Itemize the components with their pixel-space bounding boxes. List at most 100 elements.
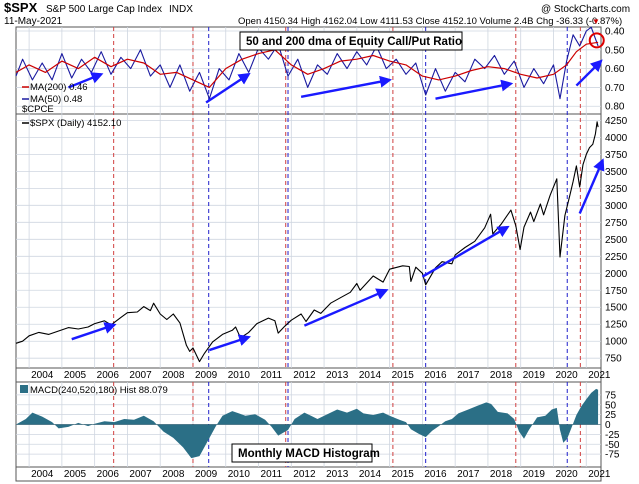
legend-spx: $SPX (Daily) 4152.10 — [30, 118, 121, 129]
price-panel-frame — [15, 113, 602, 369]
xtick-label-upper: 2018 — [490, 370, 513, 381]
price-trend-arrow — [208, 334, 251, 352]
xtick-label-lower: 2016 — [424, 469, 447, 480]
xtick-label-upper: 2014 — [359, 370, 382, 381]
xtick-label-lower: 2015 — [392, 469, 415, 480]
xtick-label-upper: 2012 — [293, 370, 316, 381]
xtick-label-upper: 2007 — [129, 370, 152, 381]
price-ytick-label: 3000 — [605, 201, 628, 212]
xtick-label-lower: 2019 — [523, 469, 546, 480]
macd-legend: MACD(240,520,180) Hist 88.079 — [20, 385, 168, 396]
xtick-label-upper: 2021 — [588, 370, 611, 381]
price-ytick-label: 2750 — [605, 218, 628, 229]
xtick-label-upper: 2006 — [97, 370, 120, 381]
ratio-legend: MA(200) 0.46 MA(50) 0.48 $CPCE — [22, 82, 88, 115]
macd-annotation: Monthly MACD Histogram — [231, 443, 380, 463]
price-ytick-label: 750 — [605, 354, 622, 365]
price-ytick-label: 2500 — [605, 235, 628, 246]
vertical-markers — [113, 27, 581, 467]
ratio-annotation-text: 50 and 200 dma of Equity Call/Put Ratio — [246, 36, 462, 48]
xtick-label-lower: 2008 — [162, 469, 185, 480]
price-ytick-label: 1500 — [605, 303, 628, 314]
trend-arrows — [67, 32, 605, 352]
xtick-label-upper: 2017 — [457, 370, 480, 381]
ratio-trend-arrow — [67, 72, 104, 89]
xaxis-strip-lower — [15, 466, 602, 482]
price-ytick-label: 1250 — [605, 320, 628, 331]
highlight-circle — [588, 32, 605, 49]
ratio-ytick-label: 0.50 — [605, 45, 625, 56]
macd-ytick-label: -25 — [605, 430, 620, 441]
macd-ytick-label: 50 — [605, 400, 617, 411]
axis-ticks: 0.40 0.50 0.60 0.70 0.80 750 1000 1250 1500 1750 2… — [31, 27, 628, 481]
series-layer — [15, 26, 601, 459]
price-ytick-label: 3750 — [605, 150, 628, 161]
exchange-label: INDX — [169, 4, 193, 15]
price-ytick-label: 3250 — [605, 184, 628, 195]
xtick-label-lower: 2005 — [64, 469, 87, 480]
macd-ytick-label: 25 — [605, 410, 617, 421]
xtick-label-upper: 2013 — [326, 370, 349, 381]
ratio-ytick-label: 0.70 — [605, 83, 625, 94]
macd-annotation-text: Monthly MACD Histogram — [238, 448, 380, 460]
index-name: S&P 500 Large Cap Index — [46, 4, 162, 15]
price-trend-arrow — [421, 225, 510, 278]
macd-ytick-label: -50 — [605, 440, 620, 451]
price-ytick-label: 2000 — [605, 269, 628, 280]
xtick-label-upper: 2008 — [162, 370, 185, 381]
xtick-label-lower: 2017 — [457, 469, 480, 480]
change-down-marker: ▼ — [592, 17, 600, 26]
price-ytick-label: 4250 — [605, 116, 628, 127]
ohlc-readout: Open 4150.34 High 4162.04 Low 4111.53 Cl… — [238, 16, 622, 27]
xtick-label-upper: 2010 — [228, 370, 251, 381]
xtick-label-lower: 2004 — [31, 469, 54, 480]
ratio-ytick-label: 0.60 — [605, 64, 625, 75]
macd-ytick-label: -75 — [605, 450, 620, 461]
macd-histogram-area — [16, 388, 599, 459]
xtick-label-upper: 2020 — [555, 370, 578, 381]
xtick-label-upper: 2004 — [31, 370, 54, 381]
ratio-annotation: 50 and 200 dma of Equity Call/Put Ratio — [239, 31, 463, 51]
ratio-ytick-label: 0.80 — [605, 102, 625, 113]
symbol-title: $SPX — [4, 0, 38, 15]
stockcharts-watermark: @ StockCharts.com — [541, 4, 630, 15]
chart-date: 11-May-2021 — [4, 16, 63, 27]
xtick-label-upper: 2019 — [523, 370, 546, 381]
ma200-line — [15, 41, 599, 88]
xtick-label-lower: 2007 — [129, 469, 152, 480]
price-ytick-label: 1750 — [605, 286, 628, 297]
xtick-label-upper: 2011 — [261, 370, 283, 381]
legend-macd: MACD(240,520,180) Hist 88.079 — [30, 385, 168, 396]
xtick-label-lower: 2018 — [490, 469, 513, 480]
xtick-label-lower: 2013 — [326, 469, 349, 480]
price-trend-arrow — [303, 288, 389, 327]
grid-layer — [16, 27, 601, 467]
ratio-trend-arrow — [435, 79, 514, 100]
xtick-label-lower: 2009 — [195, 469, 218, 480]
legend-ma50: MA(50) 0.48 — [30, 94, 82, 105]
ratio-trend-arrow — [575, 59, 603, 87]
xtick-label-upper: 2015 — [392, 370, 415, 381]
xtick-label-lower: 2010 — [228, 469, 251, 480]
ratio-ytick-label: 0.40 — [605, 27, 625, 38]
xtick-label-lower: 2014 — [359, 469, 382, 480]
price-legend: $SPX (Daily) 4152.10 — [22, 118, 121, 129]
xtick-label-lower: 2011 — [261, 469, 283, 480]
ratio-trend-arrow — [300, 75, 392, 99]
price-trend-arrow — [71, 322, 117, 341]
xtick-label-lower: 2006 — [97, 469, 120, 480]
macd-ytick-label: 0 — [605, 420, 611, 431]
xtick-label-upper: 2009 — [195, 370, 218, 381]
xtick-label-lower: 2012 — [293, 469, 316, 480]
price-ytick-label: 1000 — [605, 337, 628, 348]
xtick-label-upper: 2016 — [424, 370, 447, 381]
xtick-label-upper: 2005 — [64, 370, 87, 381]
xtick-label-lower: 2020 — [555, 469, 578, 480]
legend-ma200: MA(200) 0.46 — [30, 82, 88, 93]
xtick-label-lower: 2021 — [588, 469, 611, 480]
ma50-line — [15, 26, 599, 100]
spx-price-line — [15, 121, 599, 363]
legend-cpce: $CPCE — [22, 104, 54, 115]
price-ytick-label: 4000 — [605, 133, 628, 144]
